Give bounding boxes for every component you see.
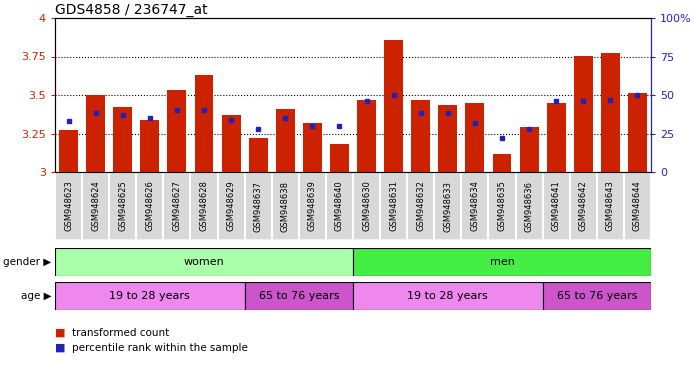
Text: GSM948633: GSM948633: [443, 180, 452, 232]
Bar: [543, 172, 570, 240]
Bar: [353, 248, 651, 276]
Bar: [82, 172, 109, 240]
Bar: [244, 172, 271, 240]
Text: GSM948638: GSM948638: [280, 180, 290, 232]
Text: 65 to 76 years: 65 to 76 years: [557, 291, 637, 301]
Text: 19 to 28 years: 19 to 28 years: [407, 291, 488, 301]
Bar: [574, 56, 593, 172]
Bar: [55, 282, 244, 310]
Bar: [466, 103, 484, 172]
Bar: [55, 248, 353, 276]
Bar: [168, 89, 187, 172]
Text: GSM948637: GSM948637: [253, 180, 262, 232]
Bar: [520, 127, 539, 172]
Text: age ▶: age ▶: [21, 291, 52, 301]
Bar: [326, 172, 353, 240]
Text: ■: ■: [55, 328, 65, 338]
Text: GSM948632: GSM948632: [416, 180, 425, 232]
Text: GSM948639: GSM948639: [308, 180, 317, 232]
Bar: [628, 93, 647, 172]
Text: GSM948627: GSM948627: [173, 180, 182, 232]
Bar: [141, 121, 159, 172]
Text: men: men: [489, 257, 514, 267]
Bar: [407, 172, 434, 240]
Bar: [543, 282, 651, 310]
Bar: [109, 172, 136, 240]
Bar: [55, 172, 82, 240]
Bar: [244, 282, 353, 310]
Bar: [489, 172, 516, 240]
Bar: [570, 172, 596, 240]
Text: percentile rank within the sample: percentile rank within the sample: [72, 343, 248, 353]
Text: GSM948636: GSM948636: [525, 180, 534, 232]
Bar: [434, 172, 461, 240]
Text: 65 to 76 years: 65 to 76 years: [259, 291, 339, 301]
Bar: [357, 99, 376, 172]
Bar: [194, 75, 214, 172]
Text: GSM948628: GSM948628: [200, 180, 209, 232]
Bar: [384, 40, 403, 172]
Text: GSM948634: GSM948634: [470, 180, 480, 232]
Text: GSM948629: GSM948629: [227, 180, 235, 232]
Bar: [221, 115, 241, 172]
Bar: [218, 172, 244, 240]
Text: GSM948642: GSM948642: [579, 180, 588, 232]
Bar: [516, 172, 543, 240]
Bar: [601, 53, 620, 172]
Bar: [330, 144, 349, 172]
Text: GSM948643: GSM948643: [606, 180, 615, 232]
Text: GSM948623: GSM948623: [64, 180, 73, 232]
Bar: [461, 172, 489, 240]
Bar: [596, 172, 624, 240]
Bar: [164, 172, 191, 240]
Bar: [191, 172, 218, 240]
Bar: [271, 172, 299, 240]
Text: GSM948644: GSM948644: [633, 180, 642, 232]
Text: GSM948631: GSM948631: [389, 180, 398, 232]
Bar: [59, 131, 78, 172]
Text: GSM948641: GSM948641: [552, 180, 561, 232]
Text: GDS4858 / 236747_at: GDS4858 / 236747_at: [55, 3, 207, 17]
Bar: [136, 172, 164, 240]
Text: 19 to 28 years: 19 to 28 years: [109, 291, 190, 301]
Bar: [303, 124, 322, 172]
Text: GSM948625: GSM948625: [118, 180, 127, 232]
Bar: [353, 172, 380, 240]
Text: GSM948635: GSM948635: [498, 180, 507, 232]
Bar: [438, 105, 457, 172]
Bar: [299, 172, 326, 240]
Bar: [248, 138, 268, 172]
Text: transformed count: transformed count: [72, 328, 170, 338]
Text: gender ▶: gender ▶: [3, 257, 52, 267]
Text: women: women: [184, 257, 224, 267]
Bar: [411, 99, 430, 172]
Bar: [276, 109, 294, 172]
Bar: [113, 107, 132, 172]
Bar: [380, 172, 407, 240]
Text: GSM948640: GSM948640: [335, 180, 344, 232]
Bar: [546, 103, 566, 172]
Text: ■: ■: [55, 343, 65, 353]
Text: GSM948630: GSM948630: [362, 180, 371, 232]
Text: GSM948626: GSM948626: [145, 180, 155, 232]
Bar: [353, 282, 543, 310]
Bar: [86, 95, 105, 172]
Bar: [493, 154, 512, 172]
Text: GSM948624: GSM948624: [91, 180, 100, 232]
Bar: [624, 172, 651, 240]
